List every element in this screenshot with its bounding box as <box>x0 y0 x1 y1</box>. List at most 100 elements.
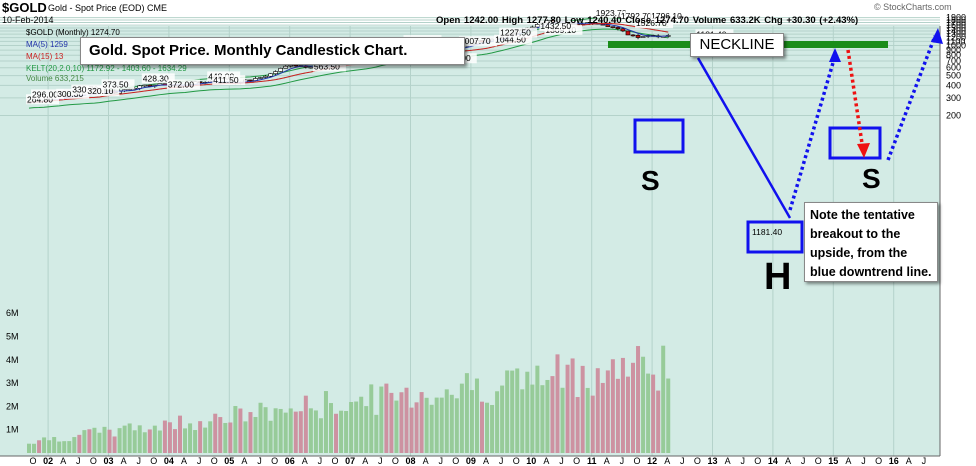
price-tick-1400: 1400 <box>946 26 966 36</box>
price-label-bg-17 <box>494 34 533 45</box>
time-tick-24: O <box>392 456 399 466</box>
legend-ma5: MA(5) 1259 <box>26 40 68 49</box>
volume-bar-124 <box>651 374 656 453</box>
volume-bar-91 <box>485 402 490 453</box>
time-tick-7: J <box>136 456 141 466</box>
volume-bar-26 <box>157 430 162 453</box>
volume-bar-38 <box>218 417 223 453</box>
time-tick-30: A <box>483 456 489 466</box>
volume-bar-79 <box>424 397 429 453</box>
right-shoulder-label: S <box>862 163 881 194</box>
time-tick-31: J <box>499 456 504 466</box>
chart-date: 10-Feb-2014 <box>2 15 54 25</box>
volume-bar-111 <box>585 387 590 453</box>
price-tick-200: 200 <box>946 110 961 120</box>
price-tick-1200: 1200 <box>946 33 966 43</box>
volume-bar-75 <box>404 387 409 453</box>
volume-bar-103 <box>545 379 550 453</box>
candle-body-120 <box>630 34 636 37</box>
volume-axis: 1M 2M 3M 4M 5M 6M <box>6 308 19 435</box>
time-tick-20: O <box>331 456 338 466</box>
candle-body-119 <box>625 30 631 36</box>
projection-up-2-head <box>931 28 943 44</box>
time-tick-52: O <box>815 456 822 466</box>
volume-bar-21 <box>132 430 137 453</box>
volume-bar-59 <box>323 391 328 453</box>
time-tick-37: 11 <box>587 456 597 466</box>
volume-bar-73 <box>394 400 399 453</box>
neckline-label: NECKLINE <box>690 33 784 57</box>
volume-tick-6M: 6M <box>6 308 19 318</box>
candle-body-118 <box>620 28 626 32</box>
candle-body-44 <box>248 79 253 82</box>
time-tick-23: J <box>378 456 383 466</box>
price-label-5: 373.50 <box>103 79 129 89</box>
projection-down <box>846 49 865 151</box>
downtrend-line <box>696 57 792 219</box>
volume-bar-74 <box>399 392 404 453</box>
legend-volume: Volume 633,215 <box>26 74 84 83</box>
price-label-1: 296.00 <box>32 89 58 99</box>
volume-bar-96 <box>510 370 515 453</box>
projection-up-2 <box>886 35 937 161</box>
candle-body-46 <box>258 77 263 79</box>
volume-bar-60 <box>329 403 333 453</box>
projection-up-1-head <box>829 48 841 62</box>
time-tick-57: 16 <box>889 456 899 466</box>
time-tick-47: J <box>740 456 745 466</box>
price-label-9: 411.50 <box>213 75 239 85</box>
volume-bar-100 <box>530 384 535 453</box>
candle-body-101 <box>535 24 540 28</box>
candle-body-49 <box>273 71 278 75</box>
volume-bar-6 <box>57 441 62 453</box>
volume-bar-69 <box>374 414 379 453</box>
volume-bar-18 <box>117 428 122 453</box>
candle-body-117 <box>615 27 621 30</box>
chart-title-box: Gold. Spot Price. Monthly Candlestick Ch… <box>80 37 465 65</box>
volume-bar-28 <box>167 422 172 453</box>
time-tick-50: A <box>785 456 791 466</box>
price-tick-1900: 1900 <box>946 13 966 23</box>
candle-body-47 <box>263 75 268 78</box>
volume-bar-95 <box>505 370 510 453</box>
time-tick-49: 14 <box>768 456 778 466</box>
candle-body-52 <box>288 64 294 67</box>
volume-bar-114 <box>600 382 605 453</box>
candle-body-23 <box>142 84 148 87</box>
price-label-2: 300.30 <box>57 89 83 99</box>
candle-body-121 <box>635 35 641 38</box>
time-tick-54: A <box>845 456 851 466</box>
projection-down-head <box>857 143 870 158</box>
price-tick-1000: 1000 <box>946 41 966 51</box>
volume-bar-66 <box>359 396 364 453</box>
time-tick-16: O <box>271 456 278 466</box>
volume-bar-119 <box>625 376 630 453</box>
volume-bar-25 <box>152 425 157 453</box>
volume-bar-41 <box>233 406 238 453</box>
volume-bar-50 <box>278 408 283 453</box>
volume-bar-14 <box>97 432 102 453</box>
time-tick-9: 04 <box>164 456 174 466</box>
volume-bar-23 <box>142 432 147 453</box>
price-label-22: 1792.70 <box>621 11 652 21</box>
legend-kelt: KELT(20,2.0,10) 1172.92 - 1403.60 - 1634… <box>26 64 187 73</box>
volume-bar-113 <box>595 368 600 453</box>
volume-bar-56 <box>308 408 313 453</box>
volume-bar-108 <box>570 358 575 453</box>
time-tick-2: A <box>60 456 66 466</box>
volume-bar-20 <box>127 423 132 453</box>
price-tick-1500: 1500 <box>946 23 966 33</box>
time-tick-4: O <box>90 456 97 466</box>
volume-bar-87 <box>464 373 469 453</box>
volume-bar-10 <box>77 434 82 453</box>
volume-bar-94 <box>500 385 505 453</box>
volume-bar-89 <box>474 378 479 453</box>
volume-bar-52 <box>288 408 293 453</box>
time-tick-42: A <box>664 456 670 466</box>
time-tick-6: A <box>121 456 127 466</box>
volume-bar-57 <box>313 410 318 453</box>
volume-bar-37 <box>213 413 218 453</box>
description-text: Gold - Spot Price (EOD) <box>48 3 145 13</box>
volume-bar-123 <box>646 373 651 453</box>
candle-body-48 <box>268 73 273 77</box>
